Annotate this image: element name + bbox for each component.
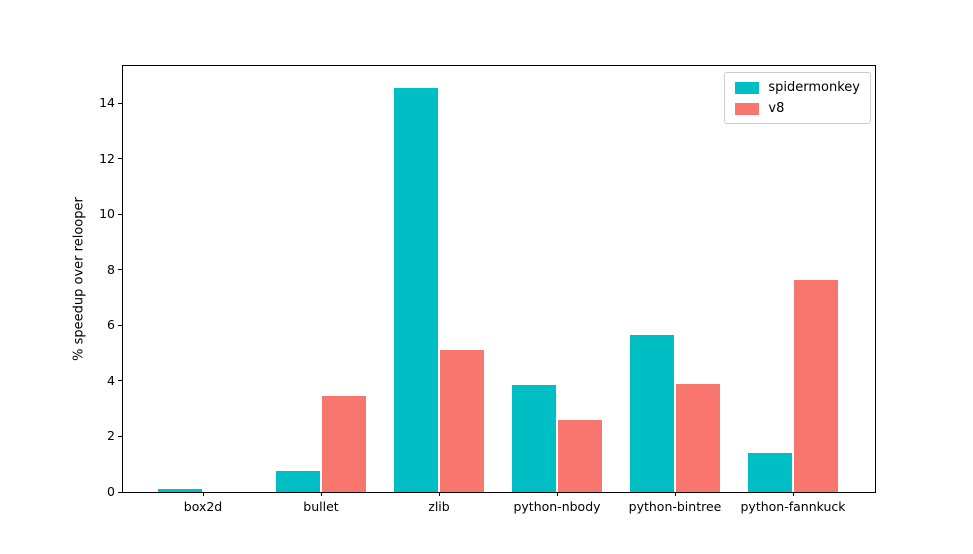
x-tick-label-bullet: bullet	[303, 499, 339, 514]
x-tick-label-python-nbody: python-nbody	[513, 499, 601, 514]
bar-v8-python-nbody	[558, 420, 602, 492]
y-tick-mark	[118, 158, 122, 160]
x-tick-label-python-bintree: python-bintree	[628, 499, 722, 514]
y-tick-label: 6	[107, 317, 115, 333]
y-tick-label: 12	[99, 150, 115, 166]
x-tick-mark	[556, 492, 558, 496]
bar-spidermonkey-python-bintree	[630, 335, 674, 492]
x-tick-mark	[674, 492, 676, 496]
legend-swatch-v8	[735, 102, 760, 115]
legend-label-v8: v8	[768, 101, 785, 116]
y-tick-label: 4	[107, 372, 115, 388]
y-tick-mark	[118, 380, 122, 382]
bar-spidermonkey-python-nbody	[512, 385, 556, 492]
legend-item-v8: v8	[735, 101, 860, 116]
y-tick-label: 14	[99, 95, 115, 111]
x-tick-mark	[792, 492, 794, 496]
legend-label-spidermonkey: spidermonkey	[768, 80, 860, 95]
x-tick-mark	[438, 492, 440, 496]
x-tick-mark	[320, 492, 322, 496]
y-tick-mark	[118, 435, 122, 437]
y-tick-mark	[118, 269, 122, 271]
legend: spidermonkey v8	[724, 72, 871, 124]
y-tick-mark	[118, 491, 122, 493]
bar-spidermonkey-zlib	[394, 88, 438, 492]
legend-swatch-spidermonkey	[735, 81, 760, 94]
y-tick-mark	[118, 324, 122, 326]
y-tick-mark	[118, 213, 122, 215]
legend-item-spidermonkey: spidermonkey	[735, 80, 860, 95]
x-tick-label-box2d: box2d	[183, 499, 223, 514]
bar-v8-python-fannkuck	[794, 280, 838, 492]
bar-spidermonkey-box2d	[158, 489, 202, 492]
bar-v8-zlib	[440, 350, 484, 492]
x-tick-label-zlib: zlib	[428, 499, 450, 514]
y-tick-label: 0	[107, 484, 115, 499]
y-tick-label: 8	[107, 261, 115, 277]
y-tick-label: 2	[107, 428, 115, 444]
x-tick-mark	[202, 492, 204, 496]
plot-area: spidermonkey v8 0 2 4 6 8 10 12 14 box2d bullet zli…	[99, 65, 876, 514]
bar-v8-bullet	[322, 396, 366, 492]
y-tick-label: 10	[99, 206, 115, 222]
x-tick-label-python-fannkuck: python-fannkuck	[740, 499, 846, 514]
bar-spidermonkey-bullet	[276, 471, 320, 492]
bar-v8-python-bintree	[676, 384, 720, 492]
y-tick-mark	[118, 102, 122, 104]
bar-spidermonkey-python-fannkuck	[748, 453, 792, 492]
